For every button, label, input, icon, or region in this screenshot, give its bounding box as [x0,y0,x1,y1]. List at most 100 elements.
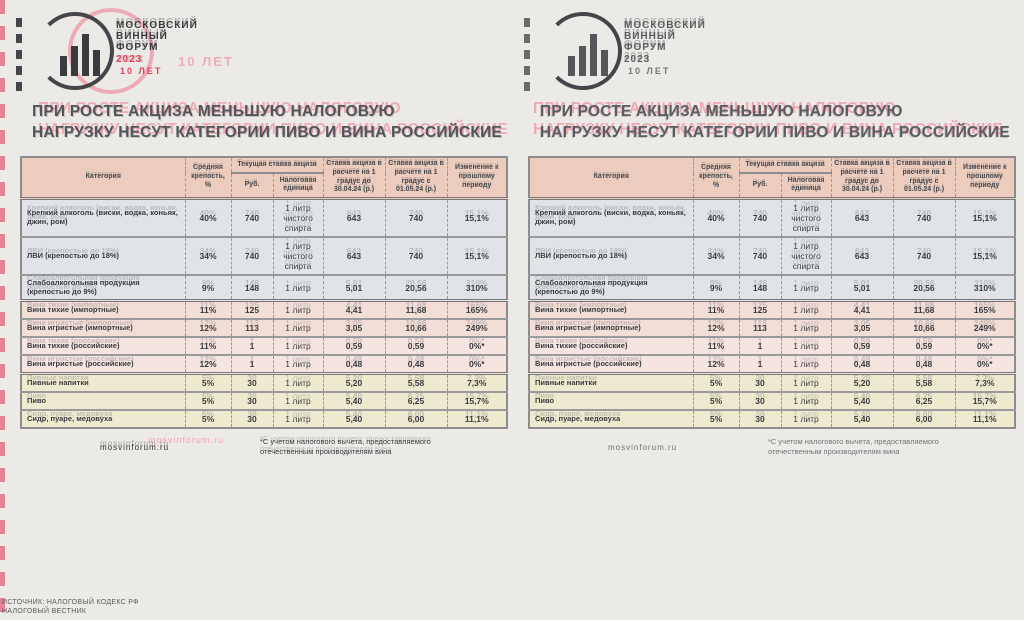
excise-table-header: Категория Средняя крепость, % Текущая ст… [528,157,1015,200]
logo-line-3: ФОРУМ [116,42,159,54]
cell-category: Пивные напитки [528,372,693,393]
cell-unit: 1 литр [272,391,323,411]
col-current-rate-group: Текущая ставка акциза [230,157,323,174]
table-row: Сидр, пуаре, медовуха 5% 30 1 литр 5,40 6,00 1… [20,409,507,429]
infographic-panel-right: МОСКОВСКИЙ ВИННЫЙ ФОРУМ 2023 10 ЛЕТ ПРИ … [516,2,1016,590]
logo-anniversary: 10 ЛЕТ [120,66,163,76]
cell-unit: 1 литр [780,409,831,429]
col-current-rate-group: Текущая ставка акциза [738,157,831,174]
col-category: Категория [528,157,693,200]
logo-dash-mark [16,18,22,92]
title-line-2: НАГРУЗКУ НЕСУТ КАТЕГОРИИ ПИВО И ВИНА РОС… [32,123,502,141]
cell-after: 6,00 [892,409,955,429]
cell-strength: 12% [184,354,231,374]
cell-unit: 1 литр [780,318,831,338]
cell-rate: 30 [738,391,781,411]
cell-before: 0,48 [322,354,385,374]
cell-strength: 11% [692,336,739,356]
cell-before: 4,41 [830,299,893,320]
cell-unit: 1 литр чистого спирта [272,197,323,237]
panel-footer: mosvinforum.ru mosvinforum.ru *С учетом … [528,437,1006,457]
col-tax-unit: Налоговая единица [272,172,323,200]
cell-rate: 1 [230,336,273,356]
cell-strength: 40% [692,197,739,237]
logo-wordmark: МОСКОВСКИЙ ВИННЫЙ ФОРУМ 2023 [116,20,198,65]
col-rate-rub: Руб. [738,172,781,200]
table-row: Вина игристые (российские) 12% 1 1 литр 0,48… [20,354,507,374]
cell-change: 15,1% [954,197,1015,237]
logo: МОСКОВСКИЙ ВИННЫЙ ФОРУМ 2023 10 ЛЕТ [516,2,1016,98]
cell-strength: 12% [692,318,739,338]
cell-category: Пивные напитки [20,372,185,393]
cell-strength: 5% [692,391,739,411]
cell-before: 643 [322,236,385,275]
table-row: Вина тихие (импортные) 11% 125 1 литр 4,41 11… [20,299,507,320]
cell-category: Вина игристые (импортные) [20,318,185,338]
source-line-1: ИСТОЧНИК: НАЛОГОВЫЙ КОДЕКС РФ [2,598,139,606]
cell-change: 15,7% [446,391,507,411]
cell-unit: 1 литр [272,274,323,301]
cell-category: Вина тихие (импортные) [528,299,693,320]
cell-rate: 1 [230,354,273,374]
cell-before: 5,20 [322,372,385,393]
cell-unit: 1 литр чистого спирта [780,197,831,237]
logo-bars-icon [60,32,100,76]
cell-unit: 1 литр чистого спирта [272,236,323,275]
cell-change: 15,1% [954,236,1015,275]
cell-after: 6,25 [384,391,447,411]
cell-strength: 12% [692,354,739,374]
cell-after: 11,68 [892,299,955,320]
cell-category: Слабоалкогольная продукция (крепостью до… [20,274,185,301]
cell-before: 5,40 [322,409,385,429]
excise-table: Категория Средняя крепость, % Текущая ст… [528,156,1016,430]
table-row: Вина игристые (российские) 12% 1 1 литр 0,48… [528,354,1015,374]
cell-change: 0%* [446,336,507,356]
cell-unit: 1 литр [272,318,323,338]
excise-table-body: Крепкий алкоголь (виски, водка, коньяк, … [528,197,1015,429]
cell-strength: 5% [184,372,231,393]
cell-after: 0,59 [892,336,955,356]
cell-change: 0%* [954,336,1015,356]
cell-rate: 113 [230,318,273,338]
cell-category: Вина тихие (импортные) [20,299,185,320]
table-row: Крепкий алкоголь (виски, водка, коньяк, … [528,197,1015,237]
cell-rate: 30 [738,409,781,429]
cell-rate: 30 [230,391,273,411]
cell-strength: 11% [184,299,231,320]
cell-category: Крепкий алкоголь (виски, водка, коньяк, … [528,197,693,237]
excise-table: Категория Средняя крепость, % Текущая ст… [20,156,508,430]
table-row: Слабоалкогольная продукция (крепостью до… [528,274,1015,301]
logo-anniversary-ghost: 10 ЛЕТ [178,54,234,69]
cell-unit: 1 литр [272,336,323,356]
col-strength: Средняя крепость, % [692,157,739,200]
cell-change: 0%* [954,354,1015,374]
cell-category: Вина игристые (российские) [528,354,693,374]
cell-category: Вина тихие (российские) [20,336,185,356]
logo-circle [544,12,622,90]
cell-change: 7,3% [954,372,1015,393]
cell-before: 0,59 [322,336,385,356]
table-row: Вина игристые (импортные) 12% 113 1 литр 3,0… [20,318,507,338]
cell-change: 15,1% [446,236,507,275]
cell-change: 165% [446,299,507,320]
table-row: Пиво 5% 30 1 литр 5,40 6,25 15,7% [20,391,507,411]
title-line-1: ПРИ РОСТЕ АКЦИЗА МЕНЬШУЮ НАЛОГОВУЮ [540,103,903,120]
cell-unit: 1 литр чистого спирта [780,236,831,275]
cell-after: 5,58 [384,372,447,393]
cell-unit: 1 литр [780,372,831,393]
cell-after: 10,66 [384,318,447,338]
logo-anniversary: 10 ЛЕТ [628,66,671,76]
infographic-panel-left: МОСКОВСКИЙ ВИННЫЙ ФОРУМ 2023 10 ЛЕТ 10 Л… [8,2,508,590]
logo-circle [36,12,114,90]
cell-before: 0,59 [830,336,893,356]
cell-unit: 1 литр [780,354,831,374]
cell-strength: 5% [692,372,739,393]
cell-before: 4,41 [322,299,385,320]
source-note: ИСТОЧНИК: НАЛОГОВЫЙ КОДЕКС РФ НАЛОГОВЫЙ … [2,598,139,616]
site-url: mosvinforum.ru [100,443,170,453]
col-change: Изменение к прошлому периоду [446,157,507,200]
cell-after: 6,00 [384,409,447,429]
col-rate-rub: Руб. [230,172,273,200]
cell-rate: 740 [738,236,781,275]
cell-before: 643 [322,197,385,237]
